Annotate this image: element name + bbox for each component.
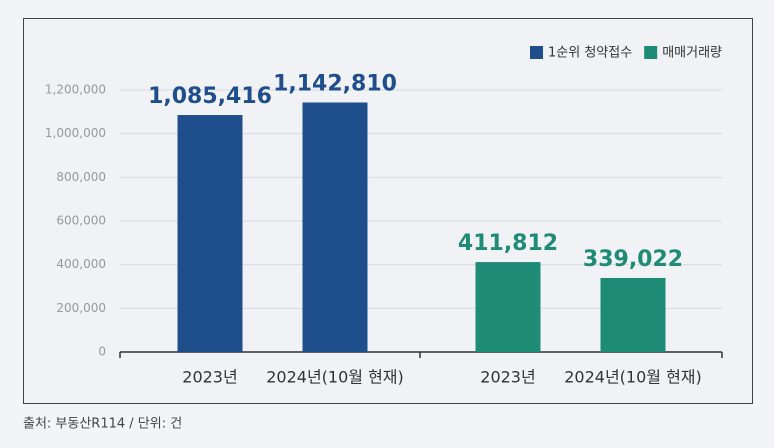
y-tick-label: 1,200,000 — [45, 83, 106, 97]
y-tick-label: 1,000,000 — [45, 126, 106, 140]
bar — [302, 102, 368, 352]
value-label: 339,022 — [583, 247, 683, 272]
source-note: 출처: 부동산R114 / 단위: 건 — [23, 417, 182, 432]
y-tick-label: 200,000 — [56, 301, 106, 315]
value-label: 1,085,416 — [148, 84, 272, 109]
legend-swatch — [644, 46, 658, 59]
bar — [600, 277, 666, 352]
x-tick-label: 2023년 — [480, 368, 535, 387]
legend-label: 1순위 청약접수 — [548, 46, 632, 61]
legend-swatch — [530, 46, 544, 59]
bar — [475, 262, 541, 352]
y-tick-label: 800,000 — [56, 170, 106, 184]
x-tick-label: 2024년(10월 현재) — [564, 368, 702, 387]
legend-label: 매매거래량 — [662, 46, 722, 61]
y-tick-label: 400,000 — [56, 257, 106, 271]
y-tick-label: 0 — [98, 345, 106, 359]
y-tick-label: 600,000 — [56, 214, 106, 228]
x-tick-label: 2024년(10월 현재) — [266, 368, 404, 387]
value-label: 411,812 — [458, 231, 558, 256]
bar — [177, 115, 243, 352]
value-label: 1,142,810 — [273, 71, 397, 96]
x-tick-label: 2023년 — [182, 368, 237, 387]
